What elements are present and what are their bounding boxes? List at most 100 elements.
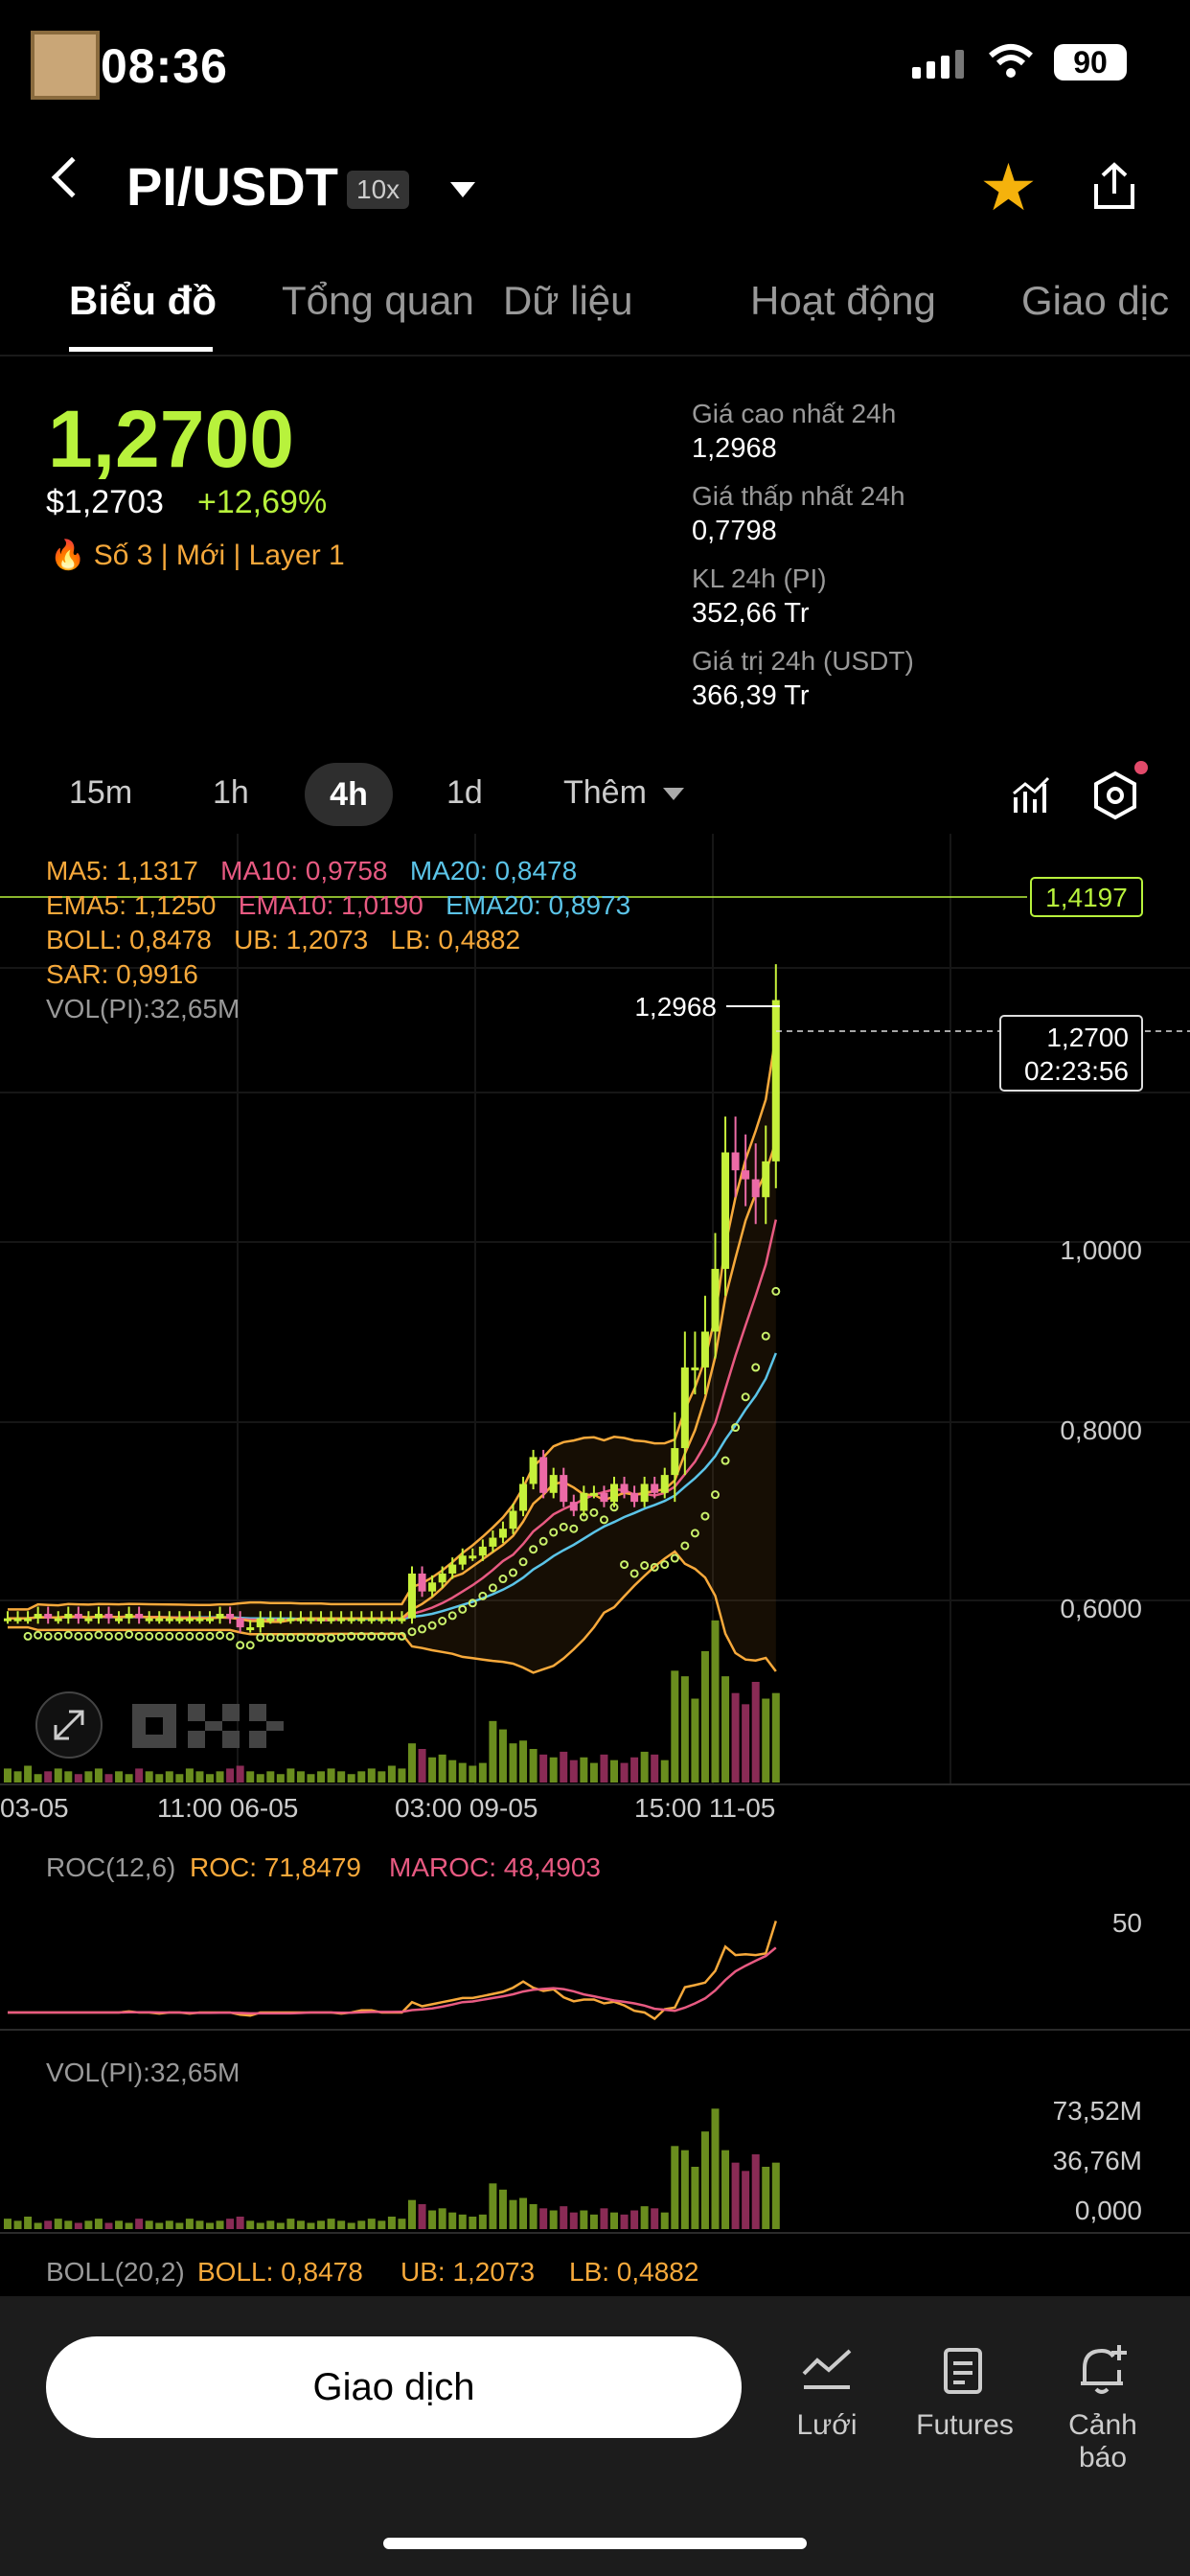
volume-bar xyxy=(458,2214,467,2229)
favorite-star-icon[interactable]: ★ xyxy=(979,151,1038,224)
chevron-down-icon[interactable] xyxy=(663,788,684,800)
settings-hex-icon[interactable] xyxy=(1092,770,1138,820)
volume-bar xyxy=(751,2154,760,2229)
volume-bar xyxy=(317,1771,326,1782)
legend-ema10: EMA10: 1,0190 xyxy=(238,890,423,920)
indicator-icon[interactable] xyxy=(1012,774,1050,816)
volume-bar xyxy=(418,1749,426,1782)
volume-bar xyxy=(680,2150,689,2229)
sar-dot xyxy=(216,1630,225,1640)
battery-indicator: 90 xyxy=(1054,44,1127,80)
candle-body xyxy=(700,1331,709,1368)
legend-ema20: EMA20: 0,8973 xyxy=(446,890,631,920)
volume-bar xyxy=(165,1771,173,1782)
candle-body xyxy=(711,1269,720,1332)
tab-activity[interactable]: Hoạt động xyxy=(750,278,936,323)
sar-dot xyxy=(347,1631,356,1641)
volume-bar xyxy=(519,1740,528,1782)
candle-body xyxy=(580,1492,588,1511)
candle-body xyxy=(620,1484,629,1493)
sar-dot xyxy=(356,1631,366,1641)
volume-bar xyxy=(560,2206,568,2229)
volume-bar xyxy=(589,2214,598,2229)
interval-1d[interactable]: 1d xyxy=(446,774,483,811)
nav-alert[interactable]: Cảnh báo xyxy=(1041,2338,1165,2474)
sar-dot xyxy=(741,1392,750,1402)
candle-body xyxy=(337,1618,346,1622)
boll-value: BOLL: 0,8478 xyxy=(197,2257,363,2287)
volume-bar xyxy=(206,1774,214,1782)
stat-label-low: Giá thấp nhất 24h xyxy=(692,481,905,511)
candle-body xyxy=(640,1484,649,1503)
current-price-value: 1,2700 xyxy=(1046,1023,1129,1052)
volume-bar xyxy=(307,2222,315,2229)
candle-body xyxy=(691,1367,699,1370)
volume-bar xyxy=(620,1762,629,1782)
volume-bar xyxy=(357,1771,366,1782)
high-label: 1,2968 xyxy=(634,992,717,1022)
volume-bar xyxy=(700,1650,709,1782)
sar-dot xyxy=(245,1641,255,1650)
candle-body xyxy=(4,1618,11,1622)
x-tick: 11:00 06-05 xyxy=(157,1793,298,1823)
candle-body xyxy=(651,1484,659,1493)
volume-bar xyxy=(630,2210,639,2229)
volume-bar xyxy=(691,2167,699,2229)
maroc-value: MAROC: 48,4903 xyxy=(389,1852,601,1882)
sar-dot xyxy=(296,1633,306,1643)
tab-data[interactable]: Dữ liệu xyxy=(503,278,633,323)
volume-bar xyxy=(236,2217,244,2229)
nav-futures[interactable]: Futures xyxy=(903,2338,1027,2442)
sar-dot xyxy=(316,1633,326,1643)
trade-button[interactable]: Giao dịch xyxy=(46,2336,742,2438)
tags-row[interactable]: 🔥 Số 3 | Mới | Layer 1 xyxy=(50,540,345,571)
candle-body xyxy=(155,1618,164,1622)
sar-dot xyxy=(620,1560,629,1570)
interval-more[interactable]: Thêm xyxy=(563,774,647,811)
okx-watermark-icon xyxy=(132,1704,284,1748)
interval-4h[interactable]: 4h xyxy=(305,763,393,826)
candle-body xyxy=(762,1161,770,1198)
volume-bar xyxy=(165,2220,173,2229)
sar-dot xyxy=(387,1631,397,1641)
legend-ema5: EMA5: 1,1250 xyxy=(46,890,217,920)
volume-bar xyxy=(337,2220,346,2229)
share-icon[interactable] xyxy=(1090,161,1138,211)
volume-bar xyxy=(216,1771,224,1782)
tab-chart[interactable]: Biểu đồ xyxy=(69,278,217,323)
interval-15m[interactable]: 15m xyxy=(69,774,133,811)
volume-bar xyxy=(660,1760,669,1782)
tab-trades[interactable]: Giao dịc xyxy=(1021,278,1170,323)
sar-dot xyxy=(488,1583,497,1593)
volume-bar xyxy=(296,2220,305,2229)
candle-body xyxy=(125,1614,133,1619)
sar-dot xyxy=(478,1591,488,1600)
volume-bar xyxy=(640,2206,649,2229)
stat-label-turnover: Giá trị 24h (USDT) xyxy=(692,646,914,676)
candlestick-chart[interactable]: 1,4197 1,2700 02:23:56 1,2968 1,0000 0,8… xyxy=(0,834,1190,2296)
sar-dot xyxy=(185,1631,195,1641)
chevron-down-icon[interactable] xyxy=(450,182,475,197)
nav-grid[interactable]: Lưới xyxy=(765,2338,889,2442)
lb-value: LB: 0,4882 xyxy=(569,2257,698,2287)
volume-bar xyxy=(731,1692,740,1782)
candle-body xyxy=(489,1537,497,1547)
volume-bar xyxy=(367,1768,376,1782)
candle-body xyxy=(165,1618,173,1622)
sar-dot xyxy=(771,1286,781,1296)
notification-dot xyxy=(1134,761,1148,774)
tab-overview[interactable]: Tổng quan xyxy=(282,278,474,323)
sar-dot xyxy=(629,1569,639,1578)
sar-dot xyxy=(680,1541,690,1551)
back-arrow-icon[interactable] xyxy=(51,156,93,198)
boll-section-label: BOLL(20,2) xyxy=(46,2257,185,2287)
candle-body xyxy=(378,1618,386,1622)
volume-bar xyxy=(418,2204,426,2229)
interval-1h[interactable]: 1h xyxy=(213,774,249,811)
volume-bar xyxy=(589,1762,598,1782)
pair-title[interactable]: PI/USDT xyxy=(126,156,338,217)
volume-bar xyxy=(387,2217,396,2229)
volume-bar xyxy=(771,2162,780,2229)
x-tick: 03:00 09-05 xyxy=(395,1793,538,1823)
candle-body xyxy=(115,1618,124,1622)
